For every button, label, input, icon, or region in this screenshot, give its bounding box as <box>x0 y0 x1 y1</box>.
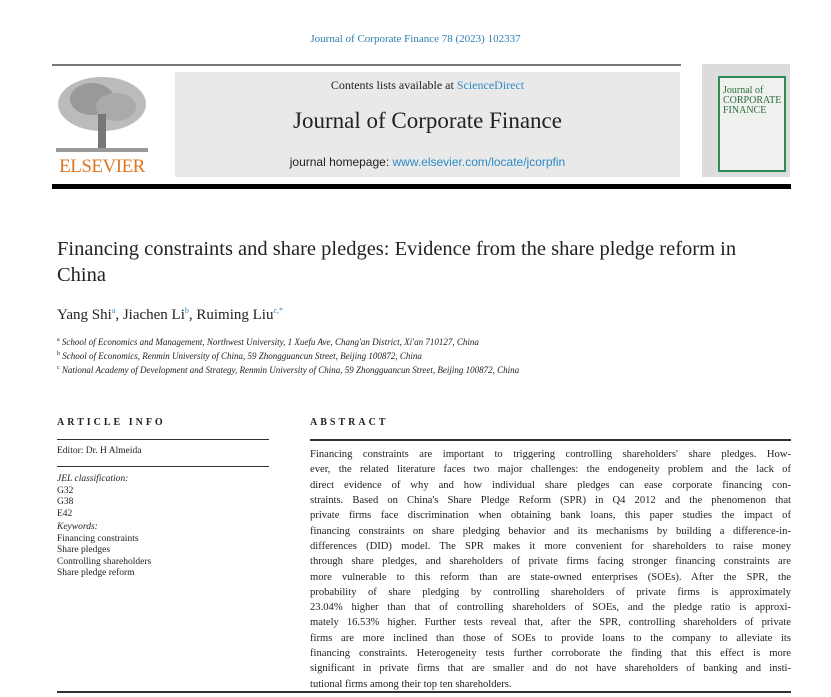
abstract-line: financing constraints. Heterogeneity tes… <box>310 648 791 660</box>
affiliation-text: National Academy of Development and Stra… <box>61 365 520 375</box>
divider <box>57 691 791 693</box>
cover-title-line: Journal of <box>723 85 764 96</box>
contents-label: Contents lists available at <box>330 78 457 92</box>
keywords-label: Keywords: <box>57 522 98 532</box>
affiliation-mark: c <box>57 365 60 371</box>
abstract-line: through share pledges, and shareholders … <box>310 556 791 568</box>
journal-cover[interactable]: Journal of CORPORATE FINANCE <box>702 64 790 177</box>
affiliation: c National Academy of Development and St… <box>57 365 519 375</box>
running-header[interactable]: Journal of Corporate Finance 78 (2023) 1… <box>310 33 521 45</box>
abstract-line: private firms face discrimination when o… <box>310 510 791 522</box>
abstract-line: significant in private firms that are sm… <box>310 663 791 675</box>
abstract-line: probability of share pledging by control… <box>310 586 791 598</box>
jel-code: E42 <box>57 508 73 519</box>
divider <box>310 439 791 441</box>
masthead-rule <box>52 184 791 189</box>
jel-code: G38 <box>57 497 74 507</box>
elsevier-logo: ELSEVIER <box>52 74 152 178</box>
affiliation-mark[interactable]: c,* <box>273 306 284 315</box>
abstract-line: direct evidence of why and how individua… <box>310 479 791 491</box>
affiliation-mark: a <box>57 337 60 343</box>
author-name[interactable]: Ruiming Liu <box>196 307 274 323</box>
article-info-heading: ARTICLE INFO <box>57 417 166 428</box>
keyword: Financing constraints <box>57 533 139 544</box>
keyword: Share pledge reform <box>57 568 135 578</box>
affiliation: b School of Economics, Renmin University… <box>57 351 422 361</box>
abstract-line: mately 16.53% higher. Further tests reve… <box>310 617 791 629</box>
affiliation-text: School of Economics, Renmin University o… <box>62 351 422 361</box>
abstract-line: tutional firms among their top ten share… <box>310 678 512 690</box>
cover-title-line: CORPORATE <box>723 95 782 106</box>
author-name[interactable]: Jiachen Li <box>122 307 185 323</box>
author-list: Yang Shia, Jiachen Lib, Ruiming Liuc,* <box>57 306 284 323</box>
keyword: Share pledges <box>57 545 111 555</box>
divider <box>57 466 269 467</box>
sciencedirect-link[interactable]: ScienceDirect <box>456 78 525 92</box>
author-name[interactable]: Yang Shi <box>57 307 112 323</box>
cover-title-line: FINANCE <box>723 105 767 116</box>
jel-section: JEL classification: G32 G38 E42 Keywords… <box>57 474 151 580</box>
abstract-line: 23.04% higher than that of controlling s… <box>310 602 791 614</box>
jel-code: G32 <box>57 485 74 496</box>
abstract-line: more vulnerable to this reform than are … <box>310 571 791 583</box>
journal-banner: Contents lists available at ScienceDirec… <box>175 72 680 177</box>
homepage-link[interactable]: www.elsevier.com/locate/jcorpfin <box>392 155 566 169</box>
abstract-line: financing constraints on share pledging … <box>310 525 791 537</box>
abstract-line: ever, the related literature faces two m… <box>310 464 791 476</box>
abstract-line: straints. Based on China's Share Pledge … <box>310 494 791 506</box>
abstract-line: firms are more inclined than those of SO… <box>310 632 791 644</box>
affiliation: a School of Economics and Management, No… <box>57 337 479 347</box>
affiliation-mark[interactable]: b <box>184 306 189 315</box>
editor: Editor: Dr. H Almeida <box>57 446 142 456</box>
affiliation-mark[interactable]: a <box>111 306 116 315</box>
affiliation-text: School of Economics and Management, Nort… <box>61 337 479 347</box>
publisher-name: ELSEVIER <box>59 156 145 177</box>
tree-icon <box>56 77 148 152</box>
homepage-label: journal homepage: <box>289 155 393 169</box>
jel-label: JEL classification: <box>57 474 129 484</box>
keyword: Controlling shareholders <box>57 556 152 567</box>
article-title: Financing constraints and share pledges:… <box>57 238 737 286</box>
affiliation-mark: b <box>57 351 60 357</box>
abstract-line: Financing constraints are important to t… <box>310 449 791 460</box>
abstract-heading: ABSTRACT <box>310 417 389 428</box>
header-divider <box>52 64 681 66</box>
abstract-line: differences (DID) model. The SPR makes i… <box>310 540 791 552</box>
journal-name: Journal of Corporate Finance <box>293 108 562 133</box>
divider <box>57 439 269 440</box>
abstract-body: Financing constraints are important to t… <box>310 447 791 692</box>
